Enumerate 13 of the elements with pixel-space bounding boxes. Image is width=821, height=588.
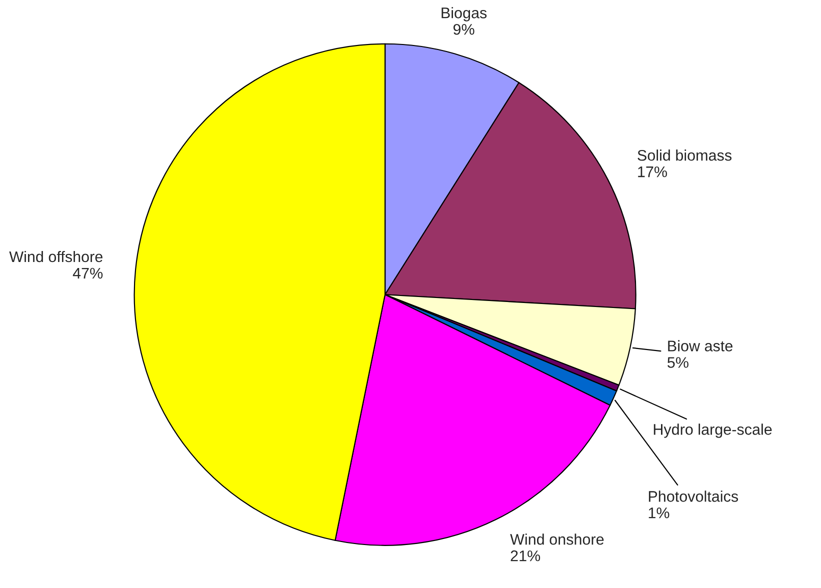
data-label: 47% [72,268,103,279]
data-label: 1% [648,508,670,518]
data-label: 5% [668,357,688,368]
slice-label: Photovoltaics [648,490,738,502]
slice-label: Wind onshore [510,534,604,545]
slice-label: Biogas [442,7,487,22]
data-label: 9% [453,24,474,35]
data-label: 21% [510,550,540,562]
data-label: 17% [638,166,667,178]
slice-label: Hydro large-scale [654,424,772,438]
slice-label: Biow aste [668,340,732,352]
slice-label: Wind offshore [9,250,102,262]
slice-label: Solid biomass [638,150,732,161]
